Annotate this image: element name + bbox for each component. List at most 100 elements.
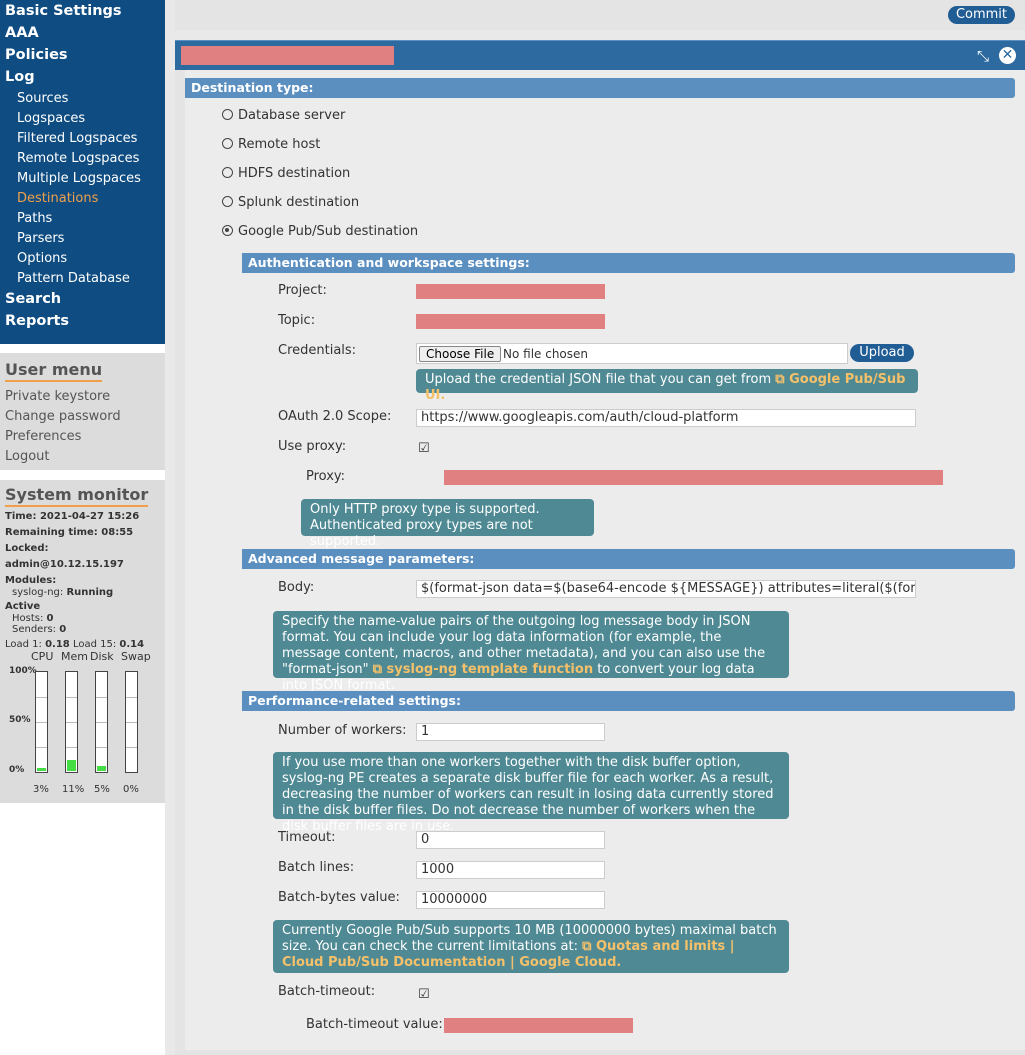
sm-module-syslog: syslog-ng: Running [12,587,114,598]
nav-log[interactable]: Log [5,69,35,85]
bar-head-cpu: CPU [31,650,54,663]
bar-head-swap: Swap [121,650,151,663]
radio-circle-icon [222,196,233,207]
radio-circle-icon [222,138,233,149]
batch-lines-input[interactable]: 1000 [416,861,605,879]
bar-cpu [35,671,48,773]
batch-timeout-value-input[interactable] [444,1018,633,1033]
radio-hdfs-destination[interactable]: HDFS destination [222,165,350,183]
bar-value-disk: 5% [94,784,110,795]
collapse-icon[interactable]: ⤡ [976,47,989,65]
google-pubsub-ui-link[interactable]: Google Pub/Sub UI. [425,372,906,403]
bar-disk [95,671,108,773]
nav-aaa[interactable]: AAA [5,25,39,41]
panel-header: ⤡ ✕ [175,40,1025,70]
nav-log-filtered-logspaces[interactable]: Filtered Logspaces [17,131,138,146]
sm-remaining: Remaining time: 08:55 [5,527,134,538]
batch-lines-label: Batch lines: [278,860,355,875]
sm-modules: Modules: [5,575,57,586]
radio-selected-icon [222,225,233,236]
radio-remote-host[interactable]: Remote host [222,136,320,154]
syslog-ng-template-function-link[interactable]: syslog-ng template function [386,662,594,677]
credentials-info: Upload the credential JSON file that you… [416,369,918,403]
quotas-limits-link[interactable]: Quotas and limits | Cloud Pub/Sub Docume… [282,939,735,970]
proxy-input[interactable] [444,470,943,485]
radio-database-server[interactable]: Database server [222,107,345,125]
timeout-label: Timeout: [278,830,336,845]
batch-bytes-label: Batch-bytes value: [278,890,400,905]
oauth-scope-input[interactable]: https://www.googleapis.com/auth/cloud-pl… [416,409,916,427]
system-monitor-title: System monitor [5,485,149,507]
nav-log-sources[interactable]: Sources [17,91,69,106]
resource-bars: 100% 50% 0% CPU Mem Disk Swap 3% 11% 5% … [5,650,160,800]
destination-name-field[interactable] [181,46,394,65]
workers-info: If you use more than one workers togethe… [273,752,789,834]
nav-log-pattern-database[interactable]: Pattern Database [17,271,130,286]
bar-value-swap: 0% [123,784,139,795]
nav-reports[interactable]: Reports [5,313,70,329]
panel-body: Destination type: Database server Remote… [185,70,1025,1050]
timeout-input[interactable]: 0 [416,831,605,849]
nav-policies[interactable]: Policies [5,47,68,63]
radio-splunk-destination[interactable]: Splunk destination [222,194,359,212]
topic-input[interactable] [416,314,605,329]
bar-fill-cpu [37,768,46,771]
y-label-50: 50% [9,715,31,725]
use-proxy-checkbox[interactable]: ☑ [418,441,430,456]
section-advanced: Advanced message parameters: [242,549,1015,569]
nav-log-destinations[interactable]: Destinations [17,191,99,206]
sm-senders: Senders: 0 [12,624,67,635]
no-file-text: No file chosen [503,347,589,361]
batch-timeout-label: Batch-timeout: [278,984,376,999]
radio-circle-icon [222,109,233,120]
body-label: Body: [278,580,315,595]
choose-file-button[interactable]: Choose File [419,346,502,362]
nav-log-multiple-logspaces[interactable]: Multiple Logspaces [17,171,141,186]
commit-button[interactable]: Commit [948,6,1015,24]
system-monitor: System monitor Time: 2021-04-27 15:26 Re… [0,480,165,803]
nav-log-logspaces[interactable]: Logspaces [17,111,86,126]
bar-value-cpu: 3% [33,784,49,795]
nav-basic-settings[interactable]: Basic Settings [5,3,122,19]
external-link-icon: ⧉ [775,372,790,387]
section-destination-type: Destination type: [185,78,1015,98]
batch-bytes-input[interactable]: 10000000 [416,891,605,909]
oauth-scope-label: OAuth 2.0 Scope: [278,409,392,424]
y-label-0: 0% [9,765,25,775]
batch-timeout-checkbox[interactable]: ☑ [418,987,430,1002]
bar-fill-disk [97,766,106,771]
nav-log-remote-logspaces[interactable]: Remote Logspaces [17,151,140,166]
user-menu-title: User menu [5,360,103,382]
bar-mem [65,671,78,773]
use-proxy-label: Use proxy: [278,439,347,454]
bar-value-mem: 11% [62,784,85,795]
sidebar: Basic Settings AAA Policies Log Sources … [0,0,165,1055]
nav-log-options[interactable]: Options [17,251,68,266]
bar-head-mem: Mem [61,650,88,663]
sm-hosts: Hosts: 0 [12,613,54,624]
body-info: Specify the name-value pairs of the outg… [273,611,789,693]
user-menu-preferences[interactable]: Preferences [5,429,82,444]
project-input[interactable] [416,284,605,299]
close-icon[interactable]: ✕ [999,47,1016,64]
bar-fill-mem [67,760,76,771]
bar-head-disk: Disk [90,650,114,663]
user-menu-change-password[interactable]: Change password [5,409,121,424]
bar-swap [125,671,138,773]
radio-google-pubsub-destination[interactable]: Google Pub/Sub destination [222,223,418,241]
credentials-label: Credentials: [278,343,357,358]
workers-input[interactable]: 1 [416,723,605,741]
credentials-file-input[interactable]: Choose File No file chosen [416,343,848,364]
project-label: Project: [278,283,327,298]
sm-locked: Locked: admin@10.12.15.197 [5,543,124,570]
external-link-icon: ⧉ [372,662,387,677]
nav-log-paths[interactable]: Paths [17,211,53,226]
user-menu-logout[interactable]: Logout [5,449,50,464]
user-menu-private-keystore[interactable]: Private keystore [5,389,111,404]
destination-panel: ⤡ ✕ Destination type: Database server Re… [175,40,1025,1055]
nav-search[interactable]: Search [5,291,62,307]
proxy-info: Only HTTP proxy type is supported. Authe… [301,499,594,549]
upload-button[interactable]: Upload [850,344,914,362]
nav-log-parsers[interactable]: Parsers [17,231,65,246]
body-input[interactable]: $(format-json data=$(base64-encode ${MES… [416,580,916,598]
